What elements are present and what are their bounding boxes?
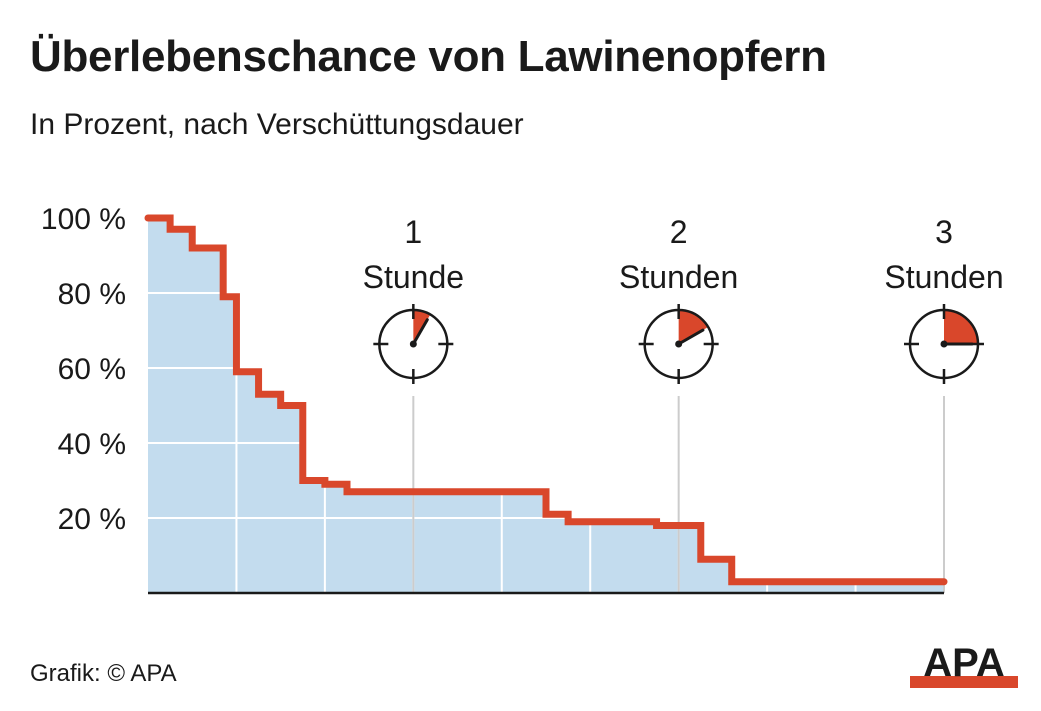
clock-center: [675, 340, 683, 348]
chart-subtitle: In Prozent, nach Verschüttungsdauer: [30, 108, 524, 141]
logo-text: APA: [923, 641, 1004, 685]
survival-area: [148, 218, 944, 593]
logo-bar: [910, 676, 1018, 688]
clock-hour-number: 3: [935, 214, 953, 250]
clock-center: [940, 340, 948, 348]
y-tick-label: 100 %: [41, 203, 126, 236]
y-tick-label: 60 %: [58, 353, 126, 386]
clock-hour-number: 2: [670, 214, 688, 250]
clock-hour-unit: Stunde: [363, 259, 464, 295]
survival-line: [144, 214, 948, 586]
clock-hand: [677, 328, 705, 346]
y-tick-label: 40 %: [58, 428, 126, 461]
clock-marker-2: 2 Stunden: [619, 214, 738, 384]
area-layer: [148, 218, 944, 593]
clock-center: [409, 340, 417, 348]
clock-elapsed-sector: [944, 310, 978, 344]
y-tick-label: 80 %: [58, 278, 126, 311]
clock-marker-1: 1 Stunde: [363, 214, 464, 384]
clock-layer: 1 Stunde 2 Stunden 3 Stunden: [363, 214, 1004, 384]
clock-hour-number: 1: [404, 214, 422, 250]
clock-marker-3: 3 Stunden: [884, 214, 1004, 384]
line-layer: [144, 214, 948, 586]
apa-logo: APA: [910, 641, 1018, 688]
chart-title: Überlebenschance von Lawinenopfern: [30, 32, 827, 81]
graphic-credit: Grafik: © APA: [30, 660, 177, 687]
clock-hour-unit: Stunden: [884, 259, 1003, 295]
clock-hand: [411, 318, 429, 346]
clock-hour-unit: Stunden: [619, 259, 738, 295]
clock-elapsed-sector: [678, 310, 709, 344]
tick-layer: 20 % 40 % 60 % 80 % 100 %: [41, 203, 126, 536]
y-tick-label: 20 %: [58, 503, 126, 536]
